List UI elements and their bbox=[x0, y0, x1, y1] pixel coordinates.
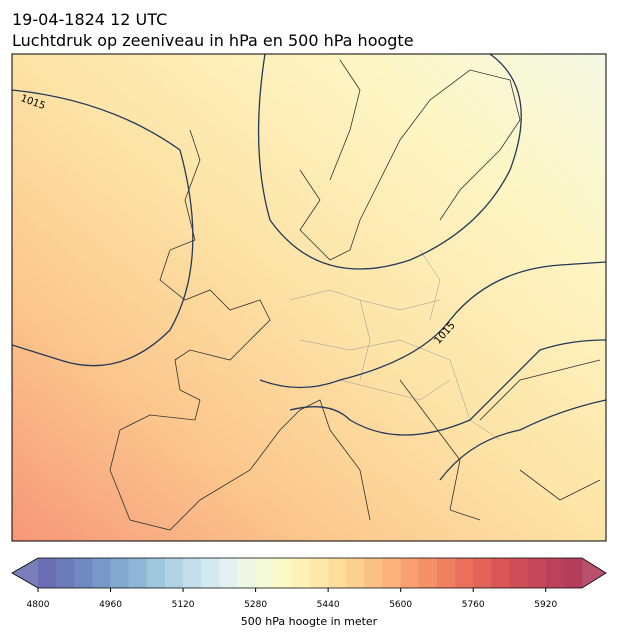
colorbar-segment bbox=[545, 558, 565, 588]
colorbar-segment bbox=[201, 558, 220, 588]
colorbar-segment bbox=[183, 558, 202, 588]
colorbar-segment bbox=[255, 558, 275, 588]
colorbar-segment bbox=[128, 558, 148, 588]
colorbar-segment bbox=[328, 558, 347, 588]
isobar bbox=[259, 261, 606, 389]
colorbar-extend-high bbox=[582, 558, 606, 588]
colorbar-segment bbox=[291, 558, 311, 588]
borders bbox=[289, 249, 501, 441]
colorbar-segment bbox=[563, 558, 583, 588]
isobar bbox=[439, 399, 606, 481]
colorbar-segment bbox=[146, 558, 166, 588]
colorbar-tick-label: 5120 bbox=[172, 600, 195, 610]
colorbar-segment bbox=[527, 558, 547, 588]
main-title: Luchtdruk op zeeniveau in hPa en 500 hPa… bbox=[12, 31, 414, 50]
colorbar-tick-label: 5440 bbox=[317, 600, 340, 610]
isobar bbox=[289, 339, 606, 436]
map-background bbox=[12, 54, 606, 541]
colorbar-segment bbox=[473, 558, 492, 588]
colorbar-segment bbox=[273, 558, 293, 588]
colorbar-segment bbox=[310, 558, 329, 588]
colorbar-segment bbox=[455, 558, 474, 588]
colorbar-segment bbox=[436, 558, 456, 588]
colorbar-segment bbox=[418, 558, 438, 588]
colorbar-tick-label: 5280 bbox=[244, 600, 267, 610]
map bbox=[12, 54, 606, 541]
colorbar-tick-label: 4960 bbox=[99, 600, 122, 610]
colorbar-segment bbox=[56, 558, 75, 588]
colorbar: 4800 4960 5120 5280 5440 5600 5760 5920 bbox=[11, 557, 607, 610]
colorbar-segment bbox=[74, 558, 93, 588]
map-frame bbox=[11, 53, 607, 542]
colorbar-segment bbox=[491, 558, 510, 588]
colorbar-segment bbox=[509, 558, 528, 588]
colorbar-label: 500 hPa hoogte in meter bbox=[241, 615, 378, 628]
colorbar-segment bbox=[110, 558, 129, 588]
colorbar-segment bbox=[237, 558, 256, 588]
colorbar-segment bbox=[382, 558, 401, 588]
colorbar-extend-low bbox=[12, 558, 38, 588]
colorbar-segment bbox=[38, 558, 57, 588]
coastline bbox=[109, 59, 601, 531]
colorbar-segment bbox=[92, 558, 111, 588]
colorbar-segment bbox=[219, 558, 238, 588]
colorbar-segment bbox=[346, 558, 365, 588]
colorbar-tick-label: 5920 bbox=[534, 600, 557, 610]
colorbar-segment bbox=[400, 558, 420, 588]
colorbar-tick-label: 5760 bbox=[462, 600, 485, 610]
time-title: 19-04-1824 12 UTC bbox=[12, 10, 167, 29]
colorbar-tick-label: 5600 bbox=[389, 600, 412, 610]
isobar bbox=[12, 89, 194, 367]
colorbar-tick-label: 4800 bbox=[27, 600, 50, 610]
colorbar-segment bbox=[164, 558, 184, 588]
colorbar-segment bbox=[364, 558, 383, 588]
isobar bbox=[257, 54, 522, 270]
